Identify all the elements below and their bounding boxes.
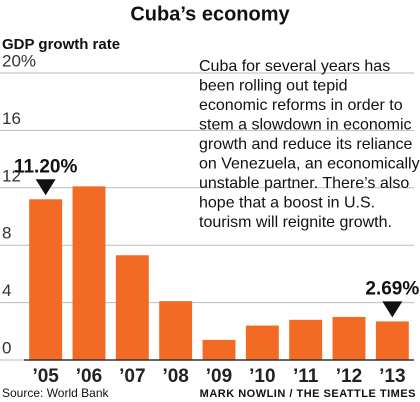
annotation: on Venezuela, an economically <box>199 156 420 173</box>
bar <box>159 301 193 360</box>
x-tick-label: ’10 <box>249 366 275 387</box>
bar <box>115 255 149 360</box>
data-label: 2.69% <box>365 278 419 299</box>
bar <box>72 186 106 360</box>
bar <box>375 321 409 360</box>
x-tick-label: ’09 <box>206 366 232 387</box>
x-tick-label: ’05 <box>32 366 59 387</box>
annotation: tourism will reignite growth. <box>199 214 392 231</box>
chart-title: Cuba’s economy <box>130 3 290 25</box>
y-tick-label: 16 <box>2 109 21 128</box>
bar <box>289 319 323 360</box>
label-marker <box>35 179 56 196</box>
bar <box>245 325 279 360</box>
y-tick-label: 12 <box>2 166 21 185</box>
y-tick-label: 0 <box>2 338 11 357</box>
x-tick-label: ’13 <box>379 366 405 387</box>
annotation: unstable partner. There’s also <box>199 175 409 192</box>
annotation: Cuba for several years has <box>199 58 390 75</box>
bar <box>29 199 63 360</box>
y-tick-label: 20% <box>2 51 36 70</box>
chart-subtitle: GDP growth rate <box>2 36 120 53</box>
x-tick-label: ’12 <box>336 366 362 387</box>
annotation: hope that a boost in U.S. <box>199 195 375 212</box>
x-tick-label: ’06 <box>76 366 102 387</box>
credit: MARK NOWLIN / THE SEATTLE TIMES <box>200 388 416 400</box>
annotation: stem a slowdown in economic <box>199 117 412 134</box>
annotation: economic reforms in order to <box>199 97 403 114</box>
data-label: 11.20% <box>14 156 77 177</box>
source: Source: World Bank <box>2 386 109 400</box>
x-tick-label: ’07 <box>119 366 145 387</box>
annotation: growth and reduce its reliance <box>199 136 413 153</box>
label-marker <box>382 301 403 318</box>
x-tick-label: ’08 <box>162 366 188 387</box>
x-tick-label: ’11 <box>293 366 319 387</box>
y-tick-label: 4 <box>2 281 11 300</box>
annotation: been rolling out tepid <box>199 78 348 95</box>
bar <box>332 316 366 360</box>
bar <box>202 339 236 360</box>
y-tick-label: 8 <box>2 224 11 243</box>
